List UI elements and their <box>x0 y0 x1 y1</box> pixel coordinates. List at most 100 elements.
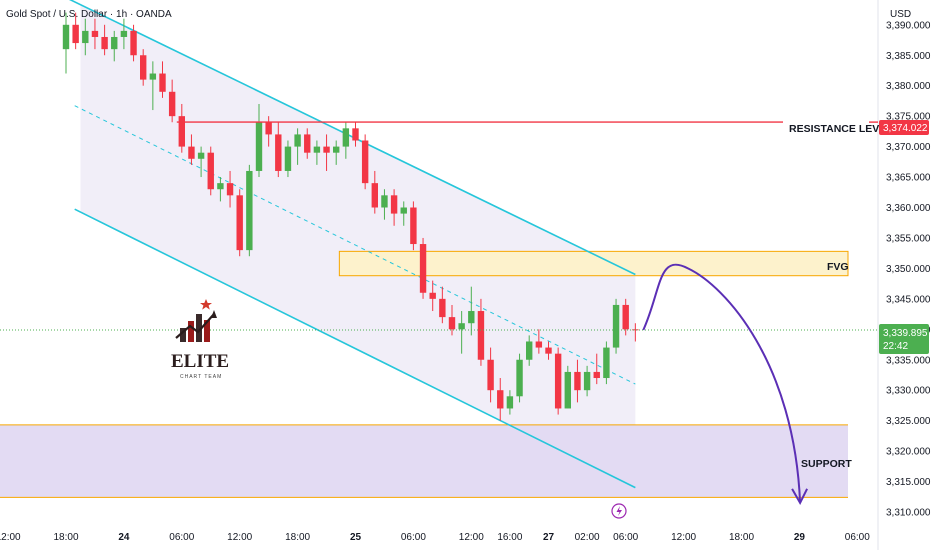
candle <box>352 122 359 147</box>
current-price-tag: 3,339.895 22:42 <box>879 324 929 354</box>
candle-body <box>497 390 504 409</box>
candle <box>62 12 70 74</box>
y-tick-label: 3,375.000 <box>886 112 931 123</box>
candle <box>390 189 398 226</box>
candle-body <box>458 323 465 330</box>
x-tick-label: 16:00 <box>497 532 522 543</box>
candle-body <box>506 396 514 409</box>
candle <box>419 237 427 299</box>
candle <box>516 353 523 403</box>
y-tick-label: 3,390.000 <box>886 20 931 31</box>
y-tick-label: 3,365.000 <box>886 173 931 184</box>
candle-body <box>197 152 205 159</box>
candle <box>439 286 446 324</box>
candle <box>545 341 552 360</box>
channel-fill <box>80 4 636 488</box>
candle-body <box>468 311 475 324</box>
x-tick-label: 06:00 <box>613 532 638 543</box>
candle <box>342 122 350 159</box>
candle-body <box>246 170 253 251</box>
support-zone <box>0 424 848 498</box>
candle <box>207 146 214 196</box>
y-tick-label: 3,385.000 <box>886 51 931 62</box>
candle <box>226 170 234 208</box>
candle-body <box>304 134 311 153</box>
y-tick-label: 3,380.000 <box>886 81 931 92</box>
candle <box>246 164 253 257</box>
x-tick-label: 25 <box>350 532 362 543</box>
y-tick-label: 3,325.000 <box>886 416 931 427</box>
candle <box>506 390 514 415</box>
candle <box>159 61 166 98</box>
x-tick-label: 06:00 <box>169 532 194 543</box>
candle-body <box>111 36 118 50</box>
lightning-event-icon[interactable] <box>611 503 627 519</box>
candle-body <box>226 183 234 196</box>
candle <box>487 347 494 403</box>
candle-body <box>168 91 176 117</box>
currency-label[interactable]: USD <box>890 9 911 20</box>
y-tick-label: 3,350.000 <box>886 264 931 275</box>
candle-body <box>294 134 301 147</box>
candle-body <box>323 146 330 153</box>
candle-body <box>130 30 137 56</box>
current-price-label: 3,339.895 <box>883 328 928 339</box>
candle-body <box>159 73 166 92</box>
elite-logo: ELITE CHART TEAM <box>171 299 229 380</box>
candle-body <box>419 244 427 293</box>
candle <box>400 201 407 226</box>
candle <box>217 177 224 202</box>
candle <box>564 365 571 409</box>
candles-layer <box>62 12 639 421</box>
candle <box>381 189 388 220</box>
candle-body <box>554 353 562 409</box>
candle-body <box>236 195 243 251</box>
candle-body <box>275 134 282 171</box>
candle-body <box>448 317 456 330</box>
candle-body <box>255 122 263 171</box>
candle-body <box>603 347 610 379</box>
candle <box>526 335 533 366</box>
candle-body <box>390 195 398 214</box>
resistance-price-tag: 3,374.022 <box>879 120 929 135</box>
y-tick-label: 3,315.000 <box>886 477 931 488</box>
candle-body <box>62 24 70 50</box>
channel-lower-line <box>74 208 636 489</box>
candle-body <box>207 152 214 190</box>
x-tick-label: 18:00 <box>729 532 754 543</box>
candle <box>168 79 176 123</box>
projection-curve <box>642 263 802 503</box>
candle <box>554 347 562 415</box>
candle-body <box>333 146 340 153</box>
y-tick-label: 3,345.000 <box>886 294 931 305</box>
candle-body <box>564 371 571 409</box>
x-tick-label: 02:00 <box>575 532 600 543</box>
candle-body <box>72 24 79 44</box>
candle-body <box>149 73 157 80</box>
channel-middle-line <box>74 105 636 385</box>
x-tick-label: 06:00 <box>845 532 870 543</box>
candle <box>304 128 311 159</box>
y-tick-label: 3,335.000 <box>886 355 931 366</box>
candle-body <box>284 146 292 171</box>
candle-body <box>265 122 272 135</box>
candle-body <box>381 195 388 208</box>
logo-text: ELITE <box>171 351 229 372</box>
candle <box>120 18 128 50</box>
candle-body <box>188 146 195 159</box>
candle-body <box>593 371 600 379</box>
candle <box>255 103 263 178</box>
candle-body <box>352 128 359 141</box>
candle <box>294 128 301 165</box>
candle-body <box>632 329 639 331</box>
candle-body <box>101 36 108 50</box>
candle-body <box>439 298 446 318</box>
x-tick-label: 12:00 <box>459 532 484 543</box>
candle-body <box>612 304 620 348</box>
projection-arrowhead <box>791 488 808 505</box>
candle <box>130 24 137 62</box>
candle <box>236 189 243 257</box>
candle <box>72 12 79 50</box>
logo-subtext: CHART TEAM <box>180 374 222 380</box>
